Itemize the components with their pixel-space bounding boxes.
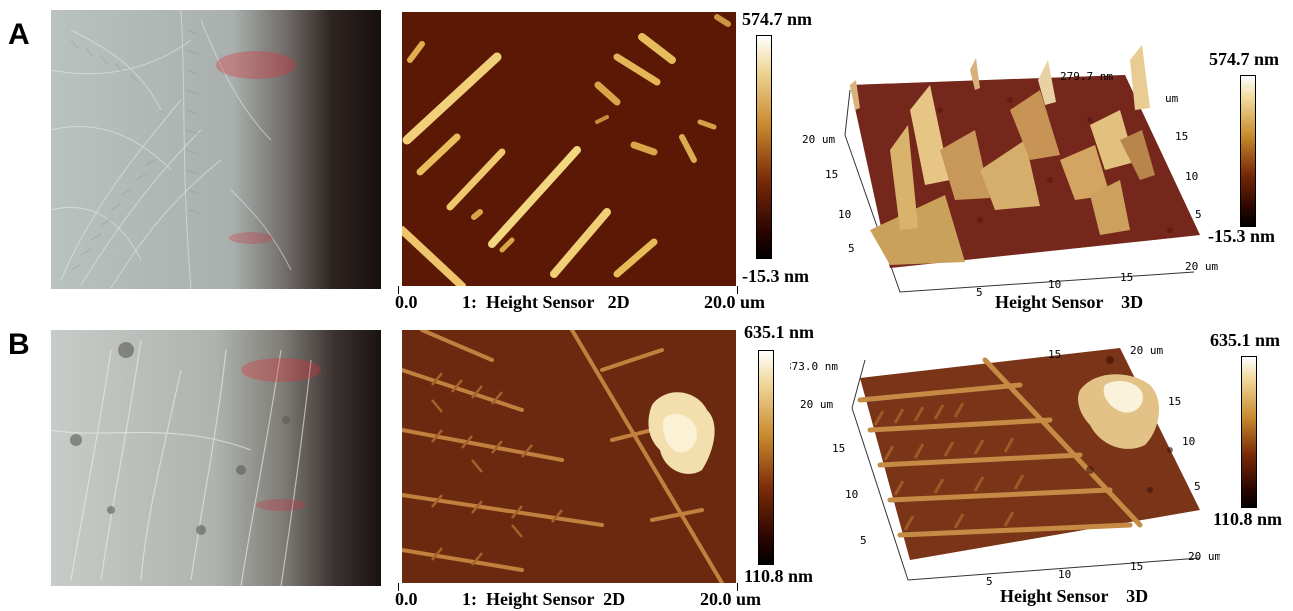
tick-3d-a-left-1: 15 bbox=[825, 168, 838, 181]
tick-3d-a-left-0: 20 um bbox=[802, 133, 835, 146]
panel-label-b: B bbox=[8, 328, 30, 361]
colorbar-min-label-b: 110.8 nm bbox=[744, 566, 814, 586]
optical-micrograph-b bbox=[51, 330, 381, 586]
colorbar-3d-min-label-a: -15.3 nm bbox=[1208, 226, 1275, 246]
tick-3d-a-left-3: 5 bbox=[848, 242, 855, 255]
colorbar-max-label-a: 574.7 nm bbox=[742, 9, 813, 29]
colorbar-min-label-a: -15.3 nm bbox=[742, 266, 809, 286]
tick-3d-a-bottom-3: 20 um bbox=[1185, 260, 1218, 273]
tick-3d-b-top-1: 20 um bbox=[1130, 344, 1163, 357]
x-axis-start-label-b: 0.0 bbox=[395, 589, 418, 609]
tick-3d-b-right-1: 10 bbox=[1182, 435, 1195, 448]
tick-3d-b-bottom-3: 20 um bbox=[1188, 550, 1220, 563]
tick-3d-b-left-0: 20 um bbox=[800, 398, 833, 411]
tick-3d-b-top-0: 15 bbox=[1048, 348, 1061, 361]
afm-height-image-2d-a bbox=[398, 12, 736, 290]
colorbar-2d-b bbox=[758, 350, 774, 565]
image-caption-2d-a: 1: Height Sensor 2D bbox=[462, 292, 630, 312]
tick-3d-a-bottom-1: 10 bbox=[1048, 278, 1061, 291]
tick-3d-a-bottom-2: 15 bbox=[1120, 271, 1133, 284]
colorbar-3d-b bbox=[1241, 356, 1257, 508]
tick-3d-b-left-2: 10 bbox=[845, 488, 858, 501]
x-axis-start-label-a: 0.0 bbox=[395, 292, 418, 312]
afm-height-image-3d-b: 373.0 nm 20 um 15 10 5 5 10 15 20 um 15 … bbox=[785, 330, 1221, 590]
colorbar-2d-a bbox=[756, 35, 772, 259]
image-caption-2d-b: 1: Height Sensor 2D bbox=[462, 589, 626, 609]
x-axis-2d-b bbox=[398, 583, 768, 591]
tick-3d-b-right-2: 5 bbox=[1194, 480, 1201, 493]
tick-3d-a-bottom-0: 5 bbox=[976, 286, 983, 299]
tick-3d-a-left-2: 10 bbox=[838, 208, 851, 221]
tick-3d-b-bottom-1: 10 bbox=[1058, 568, 1071, 581]
tick-3d-b-left-1: 15 bbox=[832, 442, 845, 455]
tick-3d-b-left-3: 5 bbox=[860, 534, 867, 547]
tick-3d-b-bottom-0: 5 bbox=[986, 575, 993, 588]
image-caption-3d-a: Height Sensor 3D bbox=[995, 292, 1144, 312]
image-caption-3d-b: Height Sensor 3D bbox=[1000, 586, 1149, 606]
colorbar-3d-max-label-b: 635.1 nm bbox=[1210, 330, 1281, 350]
x-axis-end-label-a: 20.0 um bbox=[704, 292, 766, 312]
tick-3d-a-right-0: um bbox=[1165, 92, 1179, 105]
colorbar-3d-min-label-b: 110.8 nm bbox=[1213, 509, 1283, 529]
optical-micrograph-a bbox=[51, 10, 381, 289]
colorbar-3d-a bbox=[1240, 75, 1256, 227]
tick-3d-a-right-1: 15 bbox=[1175, 130, 1188, 143]
z-axis-mid-label-3d-a: 279.7 nm bbox=[1060, 70, 1113, 83]
x-axis-end-label-b: 20.0 um bbox=[700, 589, 762, 609]
afm-height-image-2d-b bbox=[400, 328, 736, 585]
tick-3d-b-bottom-2: 15 bbox=[1130, 560, 1143, 573]
colorbar-max-label-b: 635.1 nm bbox=[744, 322, 815, 342]
tick-3d-a-right-3: 5 bbox=[1195, 208, 1202, 221]
tick-3d-a-right-2: 10 bbox=[1185, 170, 1198, 183]
x-axis-2d-a bbox=[398, 286, 768, 294]
colorbar-3d-max-label-a: 574.7 nm bbox=[1209, 49, 1280, 69]
panel-label-a: A bbox=[8, 18, 30, 51]
tick-3d-b-right-0: 15 bbox=[1168, 395, 1181, 408]
z-axis-mid-label-3d-b: 373.0 nm bbox=[790, 360, 838, 373]
afm-height-image-3d-a: 279.7 nm 20 um 15 10 5 5 10 15 20 um um … bbox=[790, 30, 1220, 300]
